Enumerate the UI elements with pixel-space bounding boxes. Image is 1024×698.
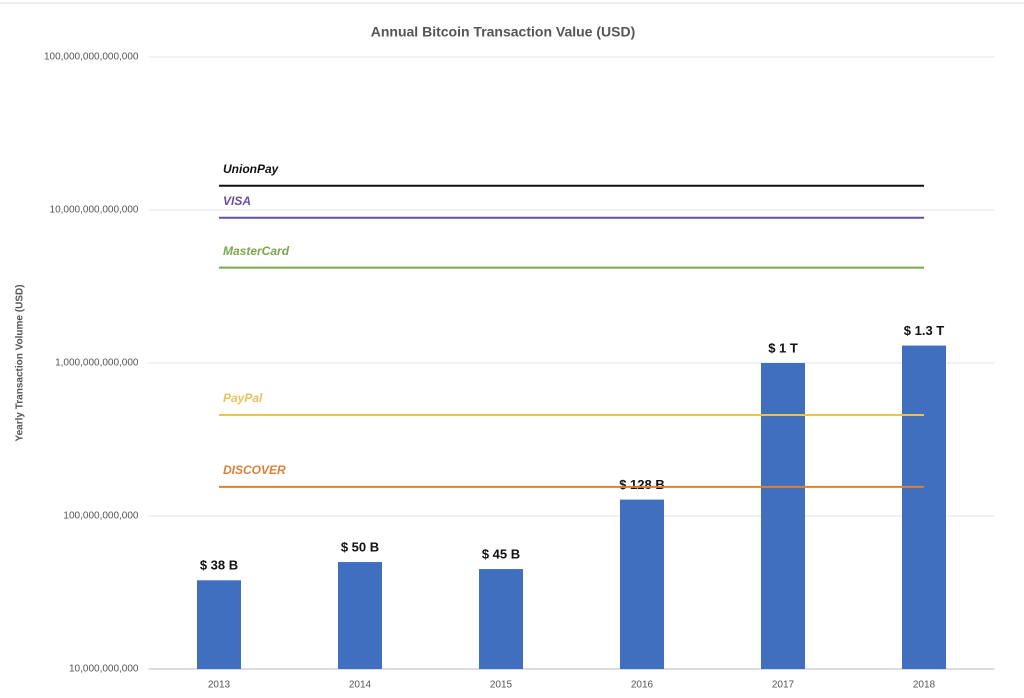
- x-tick-label: 2017: [772, 680, 795, 691]
- reference-label: MasterCard: [223, 244, 290, 258]
- reference-label: DISCOVER: [223, 463, 286, 477]
- y-tick-label: 10,000,000,000: [69, 664, 139, 675]
- bar: [479, 569, 523, 669]
- value-label: $ 50 B: [341, 539, 379, 554]
- x-tick-label: 2013: [208, 680, 231, 691]
- x-tick-label: 2016: [631, 680, 654, 691]
- reference-label: VISA: [223, 194, 251, 208]
- bar: [197, 580, 241, 669]
- y-axis-label: Yearly Transaction Volume (USD): [15, 284, 26, 441]
- y-tick-label: 100,000,000,000: [63, 511, 139, 522]
- chart-title: Annual Bitcoin Transaction Value (USD): [371, 24, 635, 40]
- value-label: $ 45 B: [482, 546, 520, 561]
- value-label: $ 38 B: [200, 558, 238, 573]
- reference-label: PayPal: [223, 391, 263, 405]
- value-label: $ 1.3 T: [904, 323, 945, 338]
- value-label: $ 128 B: [619, 477, 665, 492]
- bar: [338, 562, 382, 669]
- bar: [761, 363, 805, 669]
- reference-label: UnionPay: [223, 162, 280, 176]
- bar: [902, 345, 946, 669]
- y-tick-label: 100,000,000,000,000: [44, 52, 139, 63]
- x-tick-label: 2018: [913, 680, 936, 691]
- y-tick-label: 1,000,000,000,000: [55, 358, 139, 369]
- x-tick-label: 2015: [490, 680, 513, 691]
- value-label: $ 1 T: [768, 340, 798, 355]
- bar: [620, 499, 664, 669]
- y-tick-label: 10,000,000,000,000: [50, 205, 139, 216]
- x-tick-label: 2014: [349, 680, 372, 691]
